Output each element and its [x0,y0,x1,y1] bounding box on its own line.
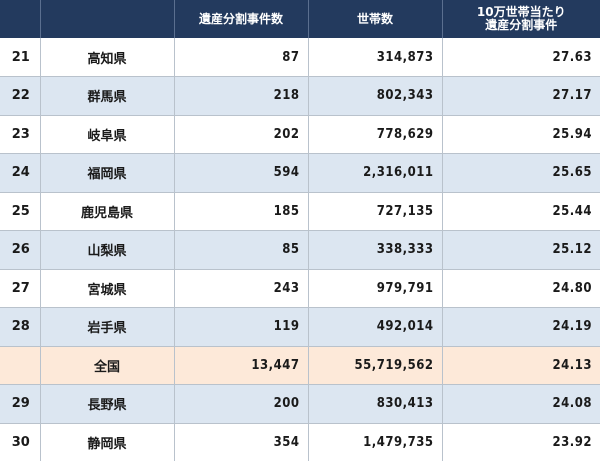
rate-cell: 25.94 [442,115,600,154]
households-cell: 338,333 [308,230,443,270]
cases-cell: 200 [174,384,309,424]
households-cell: 1,479,735 [308,423,443,461]
rank-cell: 27 [0,269,41,308]
prefecture-cell: 全国 [40,346,175,385]
rate-cell: 24.19 [442,307,600,347]
rate-cell: 24.08 [442,384,600,424]
table-row: 24 福岡県 594 2,316,011 25.65 [0,153,600,193]
prefecture-cell: 福岡県 [40,153,175,193]
rank-cell: 26 [0,230,41,270]
header-rate-line1: 10万世帯当たり [476,5,566,19]
rank-cell: 22 [0,76,41,116]
rank-cell: 24 [0,153,41,193]
households-cell: 727,135 [308,192,443,231]
cases-cell: 119 [174,307,309,347]
prefecture-cell: 岩手県 [40,307,175,347]
prefecture-cell: 静岡県 [40,423,175,461]
households-cell: 492,014 [308,307,443,347]
rank-cell: 29 [0,384,41,424]
rank-cell: 21 [0,38,41,77]
prefecture-cell: 山梨県 [40,230,175,270]
header-rank [0,0,41,38]
table-row: 21 高知県 87 314,873 27.63 [0,38,600,77]
table-row: 29 長野県 200 830,413 24.08 [0,384,600,424]
cases-cell: 202 [174,115,309,154]
households-cell: 55,719,562 [308,346,443,385]
prefecture-cell: 高知県 [40,38,175,77]
rate-cell: 25.12 [442,230,600,270]
header-cases: 遺産分割事件数 [174,0,309,38]
table-row: 28 岩手県 119 492,014 24.19 [0,307,600,347]
table-row: 23 岐阜県 202 778,629 25.94 [0,115,600,154]
rank-cell: 30 [0,423,41,461]
prefecture-cell: 鹿児島県 [40,192,175,231]
rate-cell: 25.44 [442,192,600,231]
table-row: 30 静岡県 354 1,479,735 23.92 [0,423,600,461]
prefecture-cell: 宮城県 [40,269,175,308]
table-row: 26 山梨県 85 338,333 25.12 [0,230,600,270]
rate-cell: 27.17 [442,76,600,116]
prefecture-cell: 群馬県 [40,76,175,116]
households-cell: 979,791 [308,269,443,308]
header-row: 遺産分割事件数 世帯数 10万世帯当たり 遺産分割事件 [0,0,600,38]
households-cell: 802,343 [308,76,443,116]
cases-cell: 594 [174,153,309,193]
header-rate: 10万世帯当たり 遺産分割事件 [442,0,600,38]
cases-cell: 13,447 [174,346,309,385]
cases-cell: 185 [174,192,309,231]
rank-cell: 25 [0,192,41,231]
rank-cell: 23 [0,115,41,154]
households-cell: 778,629 [308,115,443,154]
cases-cell: 243 [174,269,309,308]
rate-cell: 23.92 [442,423,600,461]
prefecture-cell: 岐阜県 [40,115,175,154]
header-prefecture [40,0,175,38]
table-row: 22 群馬県 218 802,343 27.17 [0,76,600,116]
table-row: 25 鹿児島県 185 727,135 25.44 [0,192,600,231]
rank-cell [0,346,41,385]
prefecture-cell: 長野県 [40,384,175,424]
header-households: 世帯数 [308,0,443,38]
table-row: 27 宮城県 243 979,791 24.80 [0,269,600,308]
cases-cell: 354 [174,423,309,461]
national-total-row: 全国 13,447 55,719,562 24.13 [0,346,600,385]
households-cell: 830,413 [308,384,443,424]
rate-cell: 25.65 [442,153,600,193]
rank-cell: 28 [0,307,41,347]
households-cell: 314,873 [308,38,443,77]
rate-cell: 27.63 [442,38,600,77]
households-cell: 2,316,011 [308,153,443,193]
rate-cell: 24.13 [442,346,600,385]
cases-cell: 218 [174,76,309,116]
cases-cell: 87 [174,38,309,77]
header-rate-line2: 遺産分割事件 [485,18,558,32]
rate-cell: 24.80 [442,269,600,308]
cases-cell: 85 [174,230,309,270]
